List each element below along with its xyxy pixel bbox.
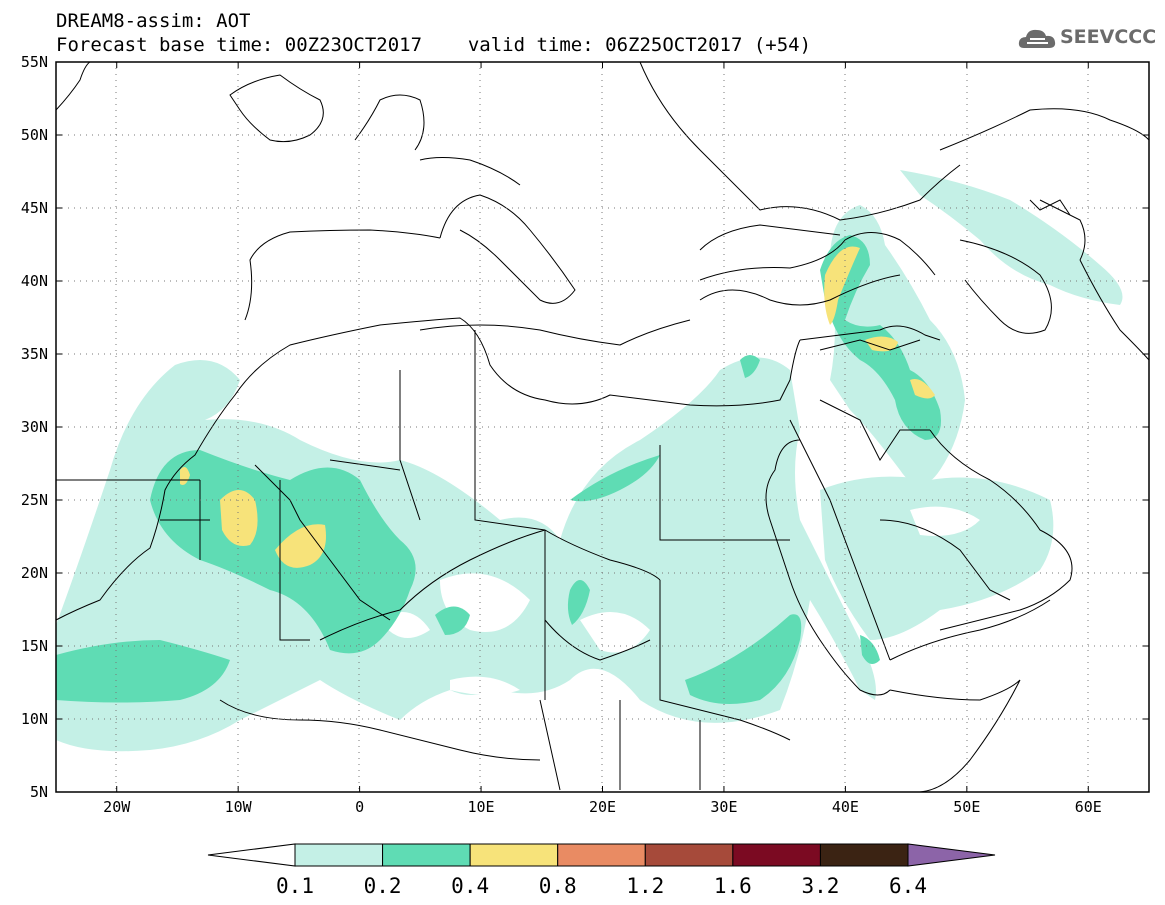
longitude-labels: 20W 10W 0 10E 20E 30E 40E 50E 60E <box>103 798 1102 816</box>
time-info: Forecast base time: 00Z23OCT2017 valid t… <box>56 34 811 56</box>
coastlines <box>56 62 1149 792</box>
colorbar-segment <box>819 843 909 867</box>
graticule <box>56 62 1149 792</box>
lon-label: 10E <box>468 798 495 816</box>
lon-label: 30E <box>710 798 737 816</box>
colorbar-under-arrow <box>207 843 296 867</box>
lon-label: 0 <box>355 798 364 816</box>
colorbar-label: 0.8 <box>539 874 577 898</box>
valid-time: 06Z25OCT2017 (+54) <box>605 34 812 56</box>
lon-label: 40E <box>832 798 859 816</box>
colorbar-segment <box>644 843 734 867</box>
colorbar-segment <box>469 843 559 867</box>
lat-label: 45N <box>21 199 48 217</box>
aot-shading <box>56 170 1123 752</box>
colorbar-label: 1.2 <box>626 874 664 898</box>
colorbar-segment <box>382 843 471 867</box>
lat-label: 35N <box>21 345 48 363</box>
colorbar-segment <box>732 843 821 867</box>
lon-label: 50E <box>953 798 980 816</box>
lat-label: 5N <box>30 783 48 801</box>
base-time-label: Forecast base time: <box>56 34 274 56</box>
colorbar-label: 1.6 <box>714 874 752 898</box>
lat-label: 25N <box>21 491 48 509</box>
lat-label: 15N <box>21 637 48 655</box>
seevccc-logo: SEEVCCC <box>1018 24 1158 54</box>
axis-ticks <box>56 61 1149 793</box>
lon-label: 20W <box>103 798 131 816</box>
lat-label: 40N <box>21 272 48 290</box>
colorbar: 0.1 0.2 0.4 0.8 1.2 1.6 3.2 6.4 <box>207 843 996 898</box>
aot-level-0.4 <box>180 246 935 568</box>
colorbar-over-arrow <box>907 843 996 867</box>
colorbar-label: 6.4 <box>889 874 927 898</box>
base-time: 00Z23OCT2017 <box>284 34 423 56</box>
cloud-icon <box>1018 29 1056 48</box>
colorbar-label: 0.2 <box>364 874 402 898</box>
colorbar-segment <box>557 843 646 867</box>
colorbar-label: 0.4 <box>451 874 489 898</box>
colorbar-segment <box>294 843 384 867</box>
lon-label: 20E <box>589 798 616 816</box>
lon-label: 60E <box>1075 798 1102 816</box>
valid-time-label: valid time: <box>467 34 594 56</box>
lon-label: 10W <box>225 798 253 816</box>
lat-label: 30N <box>21 418 48 436</box>
lat-label: 10N <box>21 710 48 728</box>
map-title: DREAM8-assim: AOT <box>56 10 251 32</box>
lat-label: 55N <box>21 53 48 71</box>
logo-text: SEEVCCC <box>1060 26 1157 48</box>
lat-label: 50N <box>21 126 48 144</box>
colorbar-label: 3.2 <box>801 874 839 898</box>
colorbar-label: 0.1 <box>276 874 314 898</box>
lat-label: 20N <box>21 564 48 582</box>
latitude-labels: 55N 50N 45N 40N 35N 30N 25N 20N 15N 10N 5N <box>21 53 48 801</box>
